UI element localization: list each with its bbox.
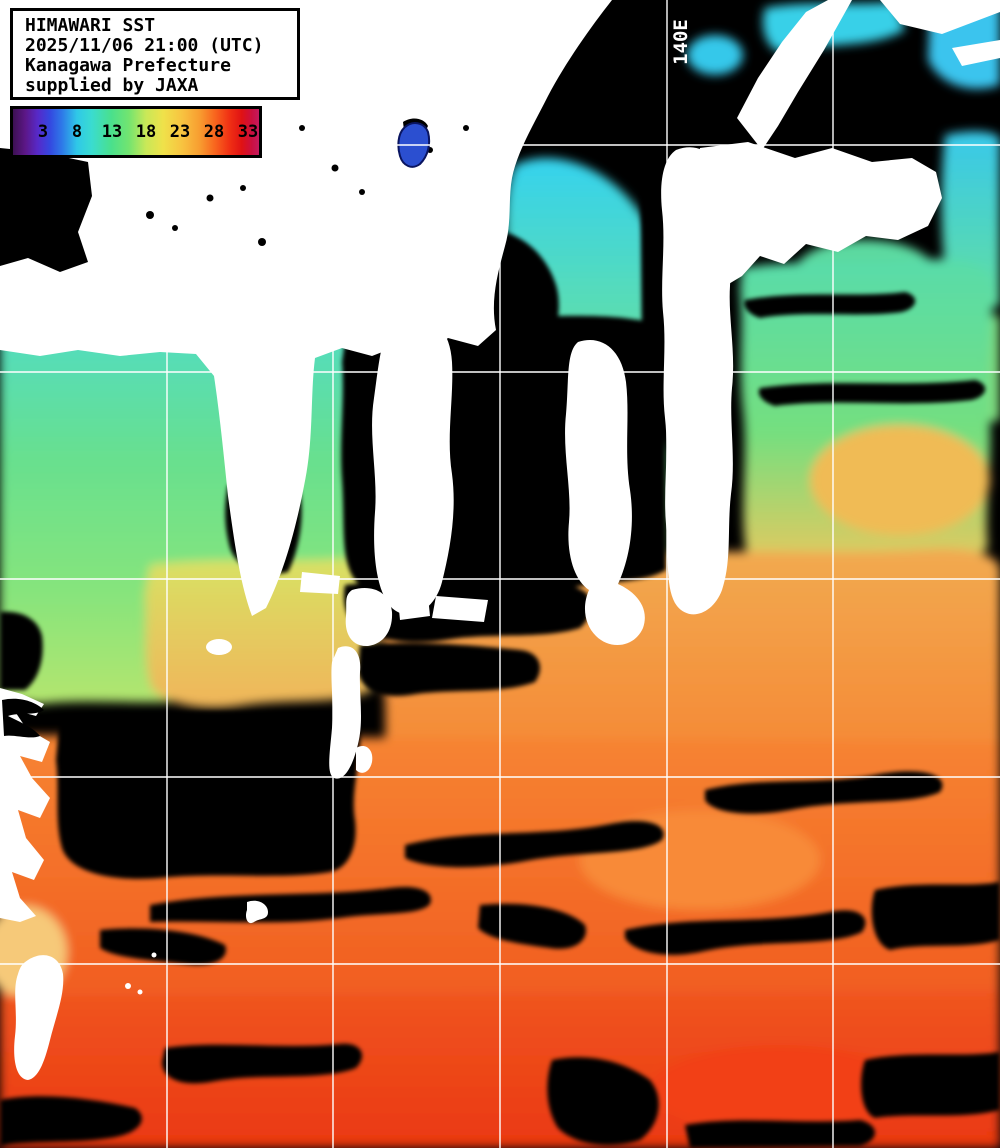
- map-region: Kanagawa Prefecture: [25, 55, 231, 76]
- colorbar-tick: 8: [71, 122, 83, 142]
- colorbar-tick: 18: [135, 122, 157, 142]
- land-kyushu-coast: [329, 646, 362, 779]
- land-central-blob: [372, 314, 454, 615]
- colorbar-tick: 33: [237, 122, 259, 142]
- meridian-label-140e: 140E: [670, 19, 692, 65]
- land-taiwan: [14, 955, 64, 1080]
- map-title: HIMAWARI SST: [25, 15, 156, 36]
- temperature-colorbar: 3 8 13 18 23 28 33: [10, 106, 262, 158]
- colorbar-tick: 13: [101, 122, 123, 142]
- land-hokkaido: [688, 142, 942, 288]
- land-china-coast: [0, 688, 50, 922]
- info-box: HIMAWARI SST 2025/11/06 21:00 (UTC) Kana…: [10, 8, 300, 100]
- land-hokkaido-band: [737, 0, 852, 150]
- map-datetime: 2025/11/06 21:00 (UTC): [25, 35, 264, 56]
- map-credit: supplied by JAXA: [25, 75, 199, 96]
- land-small-island: [245, 900, 268, 924]
- land-jeju: [206, 639, 232, 655]
- colorbar-tick: 3: [37, 122, 49, 142]
- colorbar-tick: 28: [203, 122, 225, 142]
- colorbar-tick: 23: [169, 122, 191, 142]
- land-noto-blob: [565, 339, 645, 646]
